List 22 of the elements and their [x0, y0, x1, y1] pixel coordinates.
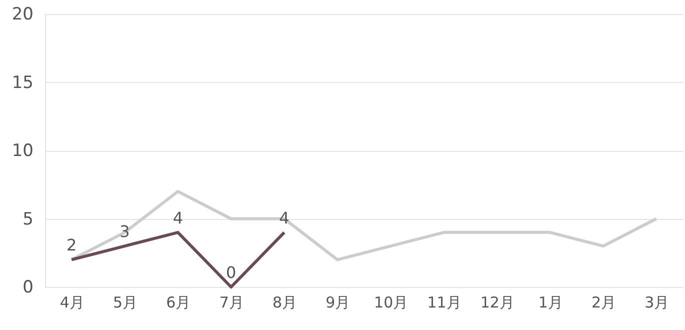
x-tick-label: 4月 — [60, 294, 84, 312]
x-tick-label: 10月 — [374, 294, 408, 312]
x-tick-label: 7月 — [219, 294, 244, 312]
y-tick-label: 20 — [12, 4, 34, 24]
x-tick-label: 12月 — [480, 294, 514, 312]
x-tick-label: 8月 — [272, 294, 298, 312]
x-tick-label: 6月 — [166, 294, 191, 312]
x-tick-label: 2月 — [591, 294, 616, 312]
y-tick-label: 15 — [12, 72, 34, 93]
data-label: 0 — [226, 263, 236, 282]
y-tick-label: 0 — [22, 278, 34, 298]
x-tick-label: 11月 — [427, 294, 462, 312]
y-tick-label: 5 — [22, 209, 34, 230]
x-tick-label: 1月 — [538, 294, 563, 312]
x-tick-label: 3月 — [644, 294, 670, 312]
data-label: 2 — [66, 236, 77, 255]
data-label: 4 — [279, 208, 290, 228]
x-tick-label: 5月 — [112, 294, 138, 312]
y-tick-label: 10 — [12, 141, 34, 161]
data-label: 4 — [172, 208, 184, 228]
x-tick-label: 9月 — [326, 294, 350, 312]
data-label: 3 — [120, 222, 130, 242]
